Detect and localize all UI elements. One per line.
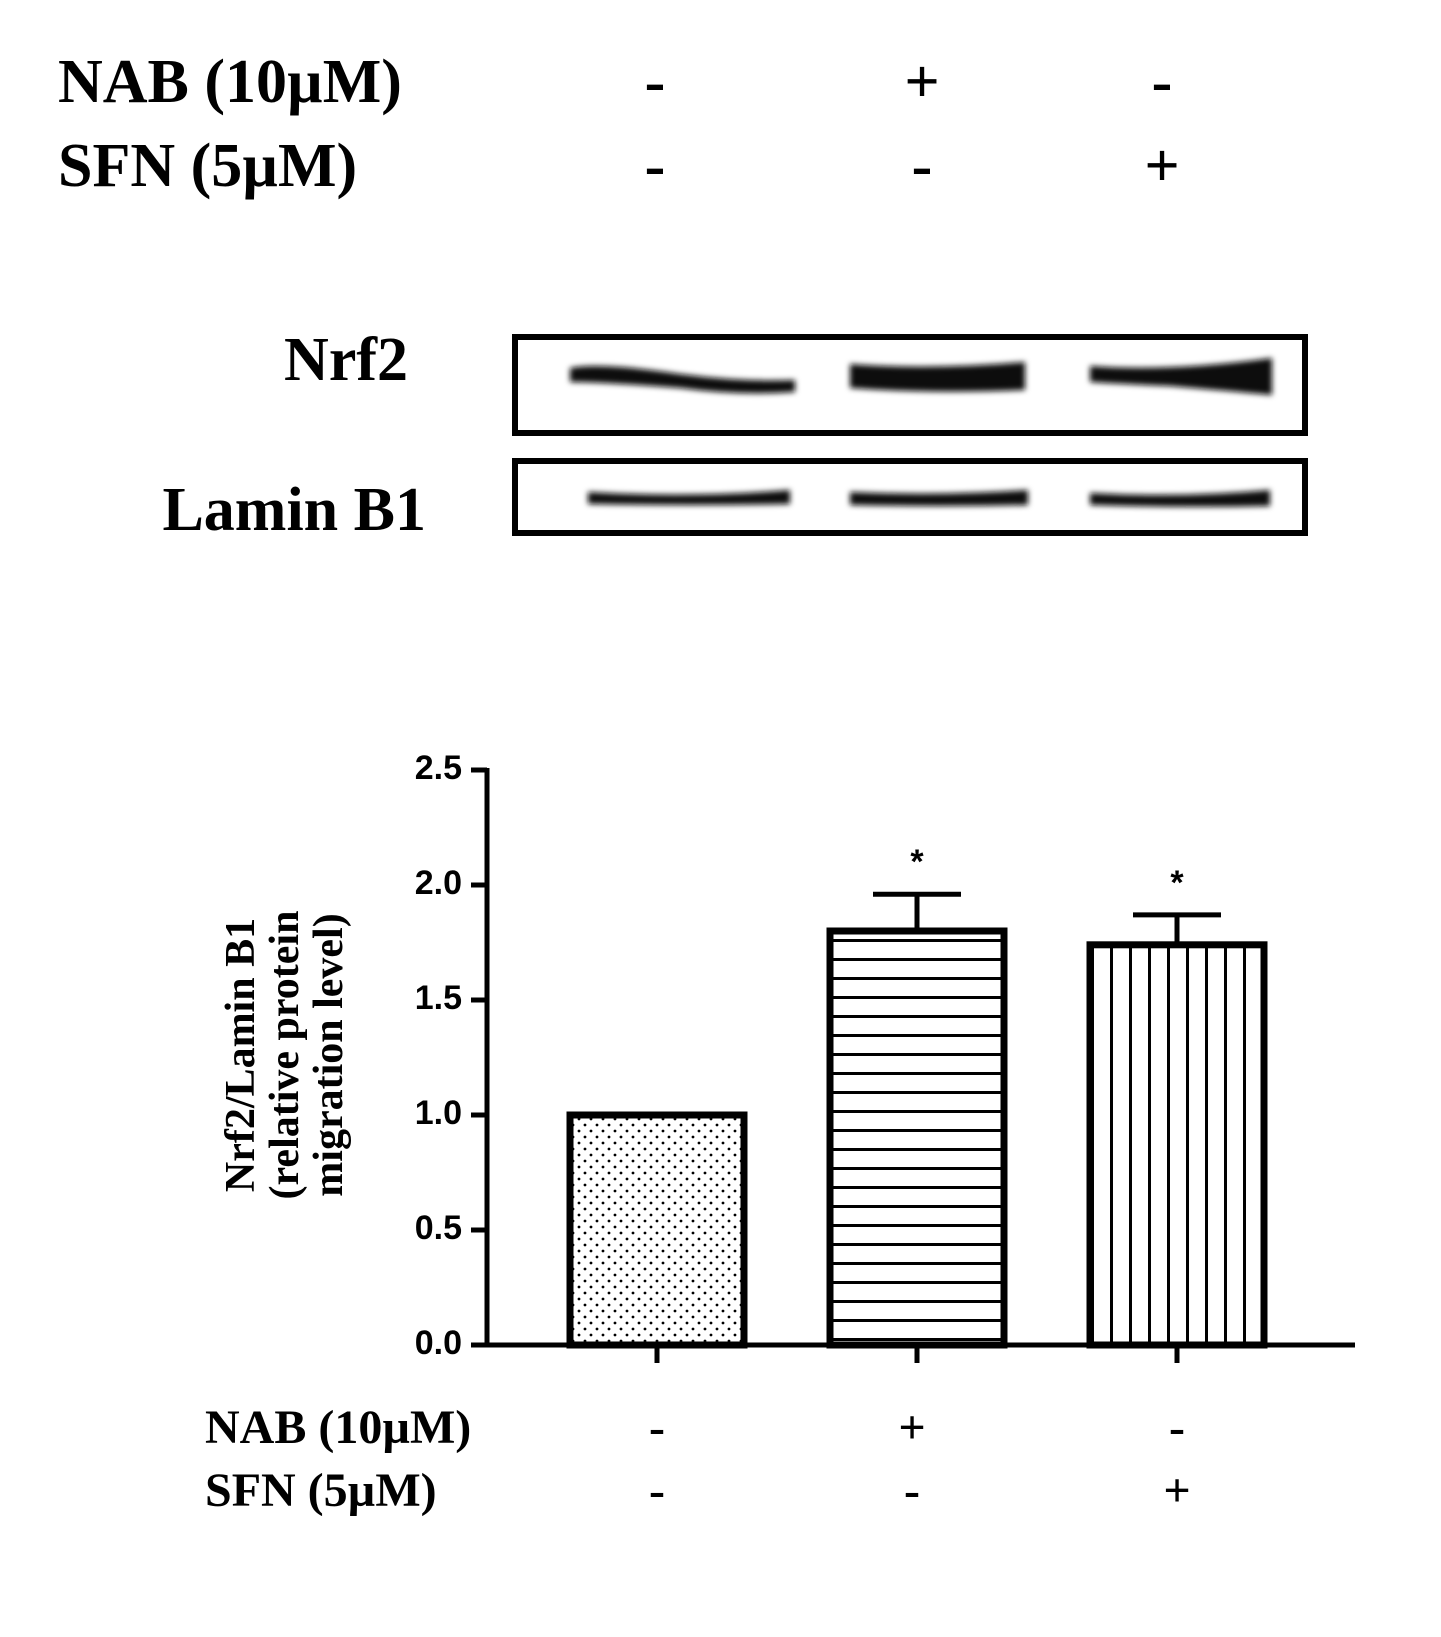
treatment-sign: + [904,48,939,116]
bar [1086,941,1268,1349]
y-axis-label-line: Nrf2/Lamin B1 [218,918,264,1192]
y-axis-label-line: migration level) [306,913,352,1196]
band-label: Lamin B1 [162,476,426,544]
treatment-sign: - [649,1464,665,1517]
y-tick-label: 2.0 [415,864,462,902]
treatment-sign: - [904,1464,920,1517]
band-label: Nrf2 [284,326,408,394]
y-tick-label: 2.5 [415,749,462,787]
treatment-sign: + [1163,1464,1190,1517]
treatment-label: NAB (10µM) [205,1401,471,1454]
treatment-sign: + [1144,132,1179,200]
significance: * [1170,864,1184,902]
band [850,490,1028,506]
y-axis-label: Nrf2/Lamin B1(relative proteinmigration … [218,911,352,1200]
treatment-label: NAB (10µM) [58,48,402,116]
band [588,490,790,505]
band [570,366,795,394]
treatment-label: SFN (5µM) [58,132,357,200]
treatment-sign: + [898,1401,925,1454]
y-tick-label: 1.5 [415,979,462,1017]
bar [566,1111,748,1349]
treatment-sign: - [1152,48,1173,116]
treatment-sign: - [912,132,933,200]
treatment-sign: - [645,132,666,200]
y-tick-label: 1.0 [415,1094,462,1132]
treatment-label: SFN (5µM) [205,1464,437,1517]
bar [826,927,1008,1349]
band [1090,358,1272,395]
y-tick-label: 0.0 [415,1324,462,1362]
bands [570,358,1272,507]
y-axis-label-line: (relative protein [262,911,308,1200]
blot [512,334,1308,536]
y-tick-label: 0.5 [415,1209,462,1247]
treatment-sign: - [1169,1401,1185,1454]
treatment-sign: - [645,48,666,116]
significance: * [910,843,924,881]
treatment-sign: - [649,1401,665,1454]
band [850,362,1025,392]
band [1090,490,1270,507]
